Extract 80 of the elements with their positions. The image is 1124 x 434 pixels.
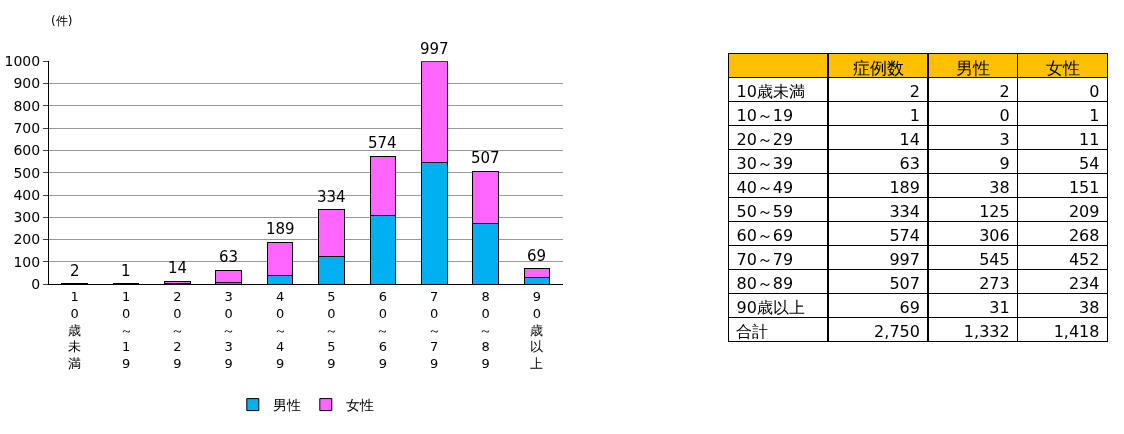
data-label: 3 xyxy=(999,130,1010,150)
x-tick-label: 80～89 xyxy=(479,288,493,372)
data-label: 334 xyxy=(889,202,920,222)
category-label: 10歳未満 xyxy=(736,82,805,102)
y-tick-label: 100 xyxy=(13,253,41,270)
category-label: 10～19 xyxy=(736,106,794,126)
data-label: 209 xyxy=(1068,202,1100,222)
series-label: 男性 xyxy=(955,58,990,79)
data-label: 11 xyxy=(1079,130,1100,150)
data-label: 574 xyxy=(889,226,920,246)
data-label: 54 xyxy=(1079,154,1100,174)
series-label: 女性 xyxy=(1045,58,1080,79)
y-tick-label: 700 xyxy=(13,120,41,137)
category-label: 20～29 xyxy=(736,130,794,150)
data-label: 1,418 xyxy=(1053,322,1100,342)
x-tick-label: 60～69 xyxy=(376,288,390,372)
category-label: 80～89 xyxy=(736,274,794,294)
total-label: 1 xyxy=(121,262,131,280)
x-tick-label: 10～19 xyxy=(119,288,133,372)
x-tick-label: 90歳以上 xyxy=(530,288,544,372)
data-label: 63 xyxy=(899,154,920,174)
x-tick-label: 30～39 xyxy=(222,288,236,372)
data-label: 69 xyxy=(899,298,920,318)
y-tick-label: 300 xyxy=(13,209,41,226)
legend-label: 女性 xyxy=(345,397,374,414)
total-label: 334 xyxy=(317,188,346,206)
data-label: 31 xyxy=(989,298,1010,318)
data-label: 234 xyxy=(1068,274,1100,294)
y-tick-label: 600 xyxy=(13,142,41,159)
data-label: 273 xyxy=(979,274,1010,294)
x-tick-label: 70～79 xyxy=(427,288,441,372)
y-tick-label: 200 xyxy=(13,231,41,248)
data-label: 125 xyxy=(979,202,1010,222)
data-label: 1 xyxy=(1089,106,1100,126)
data-label: 2,750 xyxy=(874,322,920,342)
x-tick-label: 10歳未満 xyxy=(68,288,82,372)
data-label: 997 xyxy=(889,250,920,270)
y-axis-title: (件) xyxy=(51,14,73,28)
data-label: 1,332 xyxy=(963,322,1010,342)
total-label: 574 xyxy=(368,134,397,152)
data-label: 38 xyxy=(1079,298,1100,318)
total-label: 14 xyxy=(168,259,188,277)
category-label: 30～39 xyxy=(736,154,794,174)
data-label: 306 xyxy=(979,226,1010,246)
y-tick-label: 400 xyxy=(13,186,41,203)
data-label: 151 xyxy=(1068,178,1100,198)
category-label: 60～69 xyxy=(736,226,794,246)
y-tick-label: 800 xyxy=(13,97,41,114)
data-label: 545 xyxy=(979,250,1010,270)
total-label: 63 xyxy=(219,248,239,266)
data-label: 507 xyxy=(889,274,920,294)
y-tick-label: 900 xyxy=(13,75,41,92)
data-label: 2 xyxy=(999,82,1010,102)
y-tick-label: 1000 xyxy=(4,53,41,70)
data-label: 0 xyxy=(999,106,1010,126)
x-tick-label: 40～49 xyxy=(273,288,287,372)
x-tick-label: 50～59 xyxy=(324,288,338,372)
total-label: 507 xyxy=(471,149,500,167)
data-label: 0 xyxy=(1089,82,1100,102)
data-label: 9 xyxy=(999,154,1010,174)
category-label: 50～59 xyxy=(736,202,794,222)
data-label: 189 xyxy=(889,178,920,198)
category-label: 70～79 xyxy=(736,250,794,270)
data-label: 268 xyxy=(1068,226,1100,246)
text: 症例数 xyxy=(852,58,904,79)
data-label: 1 xyxy=(909,106,920,126)
y-tick-label: 500 xyxy=(13,164,41,181)
data-label: 38 xyxy=(989,178,1010,198)
total-label: 997 xyxy=(420,40,449,58)
data-label: 2 xyxy=(909,82,920,102)
x-tick-label: 20～29 xyxy=(170,288,184,372)
data-label: 452 xyxy=(1068,250,1100,270)
total-label: 189 xyxy=(266,220,295,238)
y-tick-label: 0 xyxy=(31,276,41,293)
total-label: 69 xyxy=(527,247,547,265)
data-label: 14 xyxy=(899,130,920,150)
legend-label: 男性 xyxy=(272,397,301,414)
total-label: 2 xyxy=(70,262,80,280)
category-label: 合計 xyxy=(736,322,769,342)
category-label: 40～49 xyxy=(736,178,794,198)
